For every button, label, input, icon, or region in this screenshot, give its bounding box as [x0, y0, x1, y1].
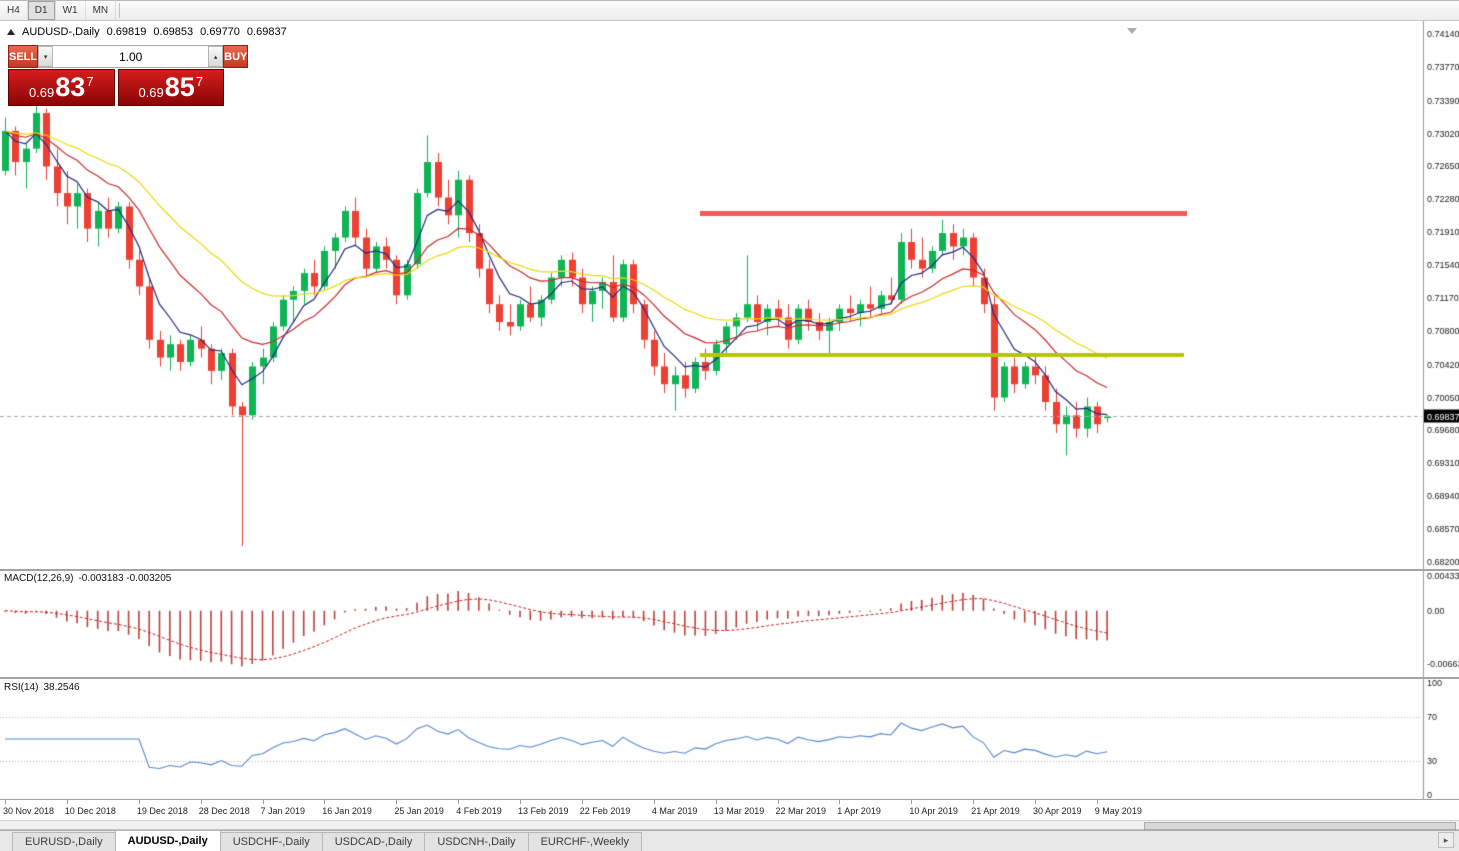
date-label: 30 Nov 2018 — [3, 806, 55, 816]
ohlc-open: 0.69819 — [106, 26, 147, 38]
date-label: 21 Apr 2019 — [971, 806, 1020, 816]
horizontal-scrollbar[interactable] — [0, 820, 1459, 830]
tab-usdcnh[interactable]: USDCNH-,Daily — [424, 832, 529, 851]
macd-name: MACD(12,26,9) — [4, 573, 74, 584]
time-axis-tick — [262, 800, 264, 804]
time-axis-tick — [973, 800, 975, 804]
time-axis-tick — [520, 800, 521, 804]
time-axis-tick — [138, 800, 140, 804]
ohlc-high: 0.69853 — [153, 26, 194, 38]
date-label: 10 Apr 2019 — [909, 806, 958, 816]
date-label: 1 Apr 2019 — [837, 806, 881, 816]
rsi-name: RSI(14) — [4, 682, 39, 693]
chart-header: AUDUSD-,Daily 0.69819 0.69853 0.69770 0.… — [7, 26, 287, 38]
rsi-value: 38.2546 — [43, 682, 80, 693]
one-click-trading-panel: SELL ▾ ▴ BUY 0.69 83 7 0.69 85 7 — [8, 45, 249, 106]
time-axis-tick — [777, 800, 779, 804]
time-axis-tick — [653, 800, 655, 804]
chart-symbol-icon — [7, 29, 15, 35]
time-axis-tick — [458, 800, 460, 804]
macd-values: -0.003183 -0.003205 — [78, 573, 172, 584]
macd-panel-canvas[interactable] — [0, 571, 1459, 677]
time-axis-tick — [396, 800, 398, 804]
buy-price-prefix: 0.69 — [138, 85, 164, 100]
main-chart-canvas[interactable] — [0, 21, 1459, 569]
buy-price-sup: 7 — [195, 73, 204, 89]
macd-indicator-label: MACD(12,26,9) -0.003183 -0.003205 — [4, 573, 171, 584]
chart-shift-marker-icon[interactable] — [1127, 28, 1137, 34]
sell-price-sup: 7 — [86, 73, 94, 89]
volume-input[interactable] — [53, 46, 209, 67]
timeframe-h4-button[interactable]: H4 — [0, 1, 28, 20]
time-axis-tick — [1035, 800, 1036, 804]
timeframe-mn-button[interactable]: MN — [86, 1, 117, 20]
time-axis-tick — [839, 800, 841, 804]
date-label: 19 Dec 2018 — [136, 806, 188, 816]
time-axis-tick — [911, 800, 913, 804]
time-axis-tick — [324, 800, 326, 804]
tab-eurusd[interactable]: EURUSD-,Daily — [12, 832, 116, 851]
date-label: 28 Dec 2018 — [198, 806, 250, 816]
buy-button[interactable]: BUY — [223, 45, 249, 68]
date-label: 22 Feb 2019 — [579, 806, 631, 816]
date-label: 9 May 2019 — [1094, 806, 1142, 816]
rsi-indicator-label: RSI(14) 38.2546 — [4, 682, 80, 693]
panel-separator[interactable] — [0, 677, 1459, 679]
date-label: 25 Jan 2019 — [394, 806, 444, 816]
sell-price-button[interactable]: 0.69 83 7 — [8, 69, 115, 106]
scrollbar-thumb[interactable] — [1144, 822, 1456, 830]
tabs-scroll-right-icon[interactable]: ▸ — [1438, 832, 1454, 848]
time-axis-tick — [200, 800, 202, 804]
chart-tabs-bar: EURUSD-,Daily AUDUSD-,Daily USDCHF-,Daily U… — [0, 830, 1459, 851]
sell-price-big: 83 — [55, 72, 86, 102]
date-label: 13 Mar 2019 — [713, 806, 765, 816]
timeframe-d1-button[interactable]: D1 — [27, 1, 56, 20]
date-label: 22 Mar 2019 — [775, 806, 827, 816]
panel-separator[interactable] — [0, 569, 1459, 571]
time-axis-tick — [581, 800, 583, 804]
buy-price-big: 85 — [164, 72, 195, 102]
panel-separator[interactable] — [0, 799, 1459, 800]
chart-tabs: EURUSD-,Daily AUDUSD-,Daily USDCHF-,Daily U… — [12, 830, 642, 851]
time-axis-tick — [66, 800, 68, 804]
date-label: 7 Jan 2019 — [260, 806, 306, 816]
timeframe-toolbar: H4 D1 W1 MN — [0, 1, 1459, 21]
ohlc-low: 0.69770 — [200, 26, 240, 38]
sell-button[interactable]: SELL — [8, 45, 39, 68]
date-label: 4 Feb 2019 — [456, 806, 502, 816]
tab-usdcad[interactable]: USDCAD-,Daily — [321, 832, 426, 851]
date-label: 16 Jan 2019 — [322, 806, 372, 816]
rsi-panel-canvas[interactable] — [0, 679, 1459, 799]
time-axis[interactable]: 30 Nov 2018 10 Dec 2018 19 Dec 2018 28 Dec … — [0, 800, 1459, 820]
time-axis-tick — [5, 800, 6, 804]
date-label: 13 Feb 2019 — [518, 806, 569, 816]
date-label: 10 Dec 2018 — [64, 806, 116, 816]
ohlc-close: 0.69837 — [246, 26, 287, 38]
tab-usdchf[interactable]: USDCHF-,Daily — [219, 832, 323, 851]
sell-price-prefix: 0.69 — [28, 85, 55, 100]
time-axis-tick — [1096, 800, 1098, 804]
toolbar-separator — [119, 3, 121, 18]
volume-increase-button[interactable]: ▴ — [208, 46, 224, 67]
volume-control: ▾ ▴ — [38, 45, 224, 68]
buy-price-button[interactable]: 0.69 85 7 — [117, 69, 224, 106]
tab-eurchf[interactable]: EURCHF-,Weekly — [527, 832, 642, 851]
timeframe-w1-button[interactable]: W1 — [56, 1, 86, 20]
timeframe-buttons: H4 D1 W1 MN — [0, 1, 117, 20]
chart-title: AUDUSD-,Daily — [22, 26, 100, 38]
date-label: 4 Mar 2019 — [651, 806, 698, 816]
volume-decrease-button[interactable]: ▾ — [38, 46, 54, 67]
tab-audusd[interactable]: AUDUSD-,Daily — [114, 830, 221, 851]
time-axis-tick — [715, 800, 717, 804]
date-label: 30 Apr 2019 — [1033, 806, 1082, 816]
